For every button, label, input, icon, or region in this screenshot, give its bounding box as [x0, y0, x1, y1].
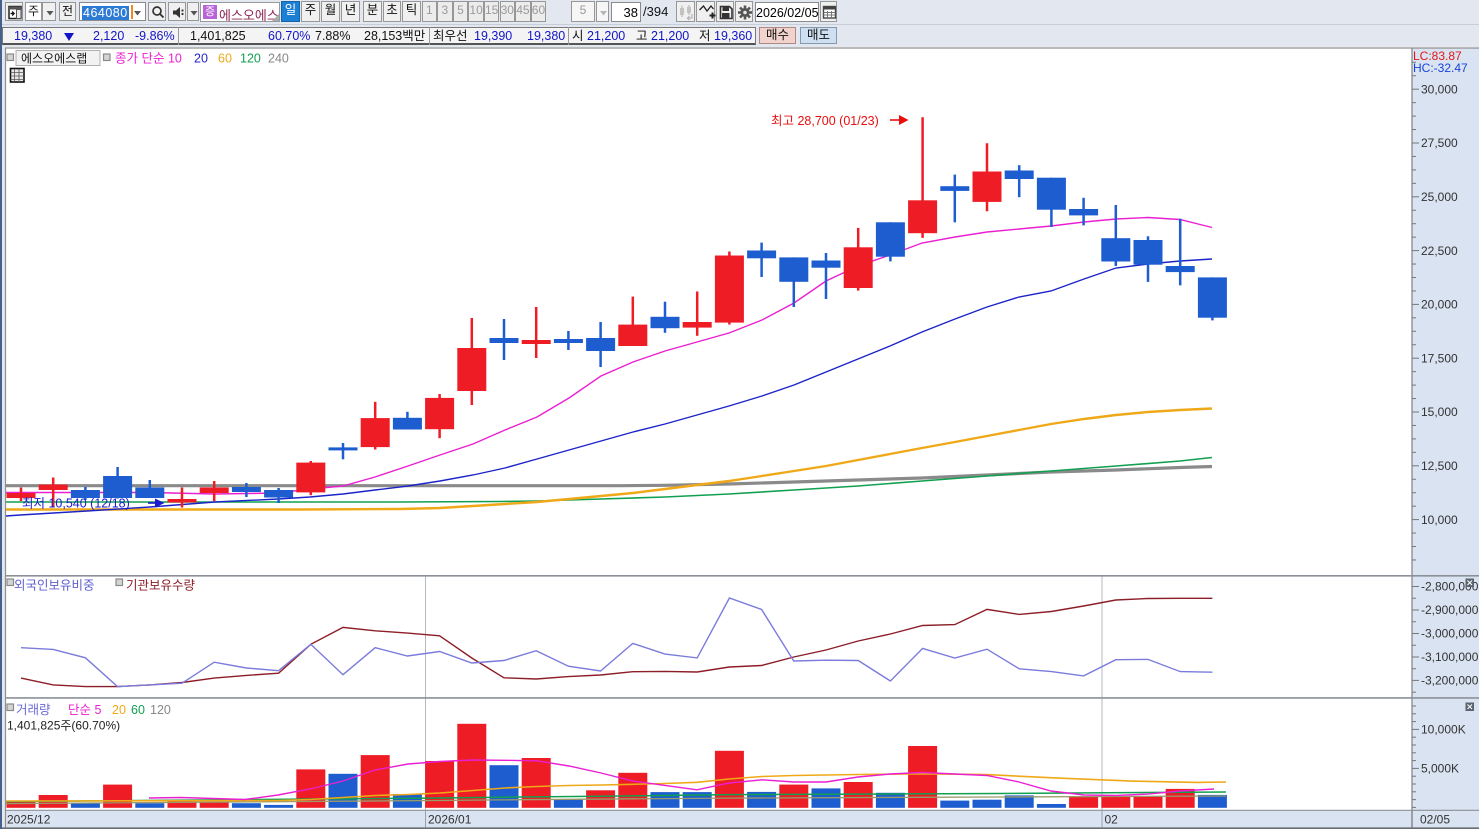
- svg-text:5,000K: 5,000K: [1421, 762, 1459, 776]
- svg-text:22,500: 22,500: [1421, 244, 1458, 258]
- svg-text:LC:83.87: LC:83.87: [1413, 49, 1462, 63]
- svg-text:2026/01: 2026/01: [428, 813, 472, 827]
- svg-text:120: 120: [150, 703, 171, 717]
- svg-text:12,500: 12,500: [1421, 459, 1458, 473]
- svg-text:-2,900,000: -2,900,000: [1421, 603, 1479, 617]
- svg-text:기관보유수량: 기관보유수량: [126, 579, 196, 593]
- svg-text:-2,800,000: -2,800,000: [1421, 580, 1479, 594]
- svg-text:단순 5: 단순 5: [68, 703, 101, 717]
- svg-text:02/05: 02/05: [1420, 813, 1450, 827]
- svg-text:10,000K: 10,000K: [1421, 723, 1466, 737]
- svg-text:60: 60: [218, 52, 232, 66]
- svg-text:27,500: 27,500: [1421, 136, 1458, 150]
- svg-text:30,000: 30,000: [1421, 82, 1458, 96]
- svg-text:10,000: 10,000: [1421, 513, 1458, 527]
- svg-text:15,000: 15,000: [1421, 405, 1458, 419]
- svg-text:25,000: 25,000: [1421, 190, 1458, 204]
- svg-text:17,500: 17,500: [1421, 351, 1458, 365]
- svg-text:-3,100,000: -3,100,000: [1421, 650, 1479, 664]
- svg-text:에스오에스랩: 에스오에스랩: [21, 52, 87, 66]
- svg-text:20,000: 20,000: [1421, 298, 1458, 312]
- svg-text:종가 단순 10: 종가 단순 10: [115, 52, 182, 66]
- svg-text:20: 20: [194, 52, 208, 66]
- svg-text:-3,200,000: -3,200,000: [1421, 674, 1479, 688]
- svg-text:120: 120: [240, 52, 261, 66]
- svg-text:최저 10,540 (12/18): 최저 10,540 (12/18): [22, 497, 130, 511]
- svg-text:-3,000,000: -3,000,000: [1421, 627, 1479, 641]
- svg-text:60: 60: [131, 703, 145, 717]
- svg-text:1,401,825주(60.70%): 1,401,825주(60.70%): [7, 719, 120, 733]
- svg-text:HC:-32.47: HC:-32.47: [1413, 61, 1468, 75]
- svg-text:최고 28,700 (01/23): 최고 28,700 (01/23): [771, 114, 879, 128]
- svg-text:02: 02: [1105, 813, 1119, 827]
- svg-text:거래량: 거래량: [16, 703, 51, 717]
- svg-text:240: 240: [268, 52, 289, 66]
- svg-text:20: 20: [112, 703, 126, 717]
- svg-text:외국인보유비중: 외국인보유비중: [14, 579, 95, 593]
- svg-text:2025/12: 2025/12: [7, 813, 51, 827]
